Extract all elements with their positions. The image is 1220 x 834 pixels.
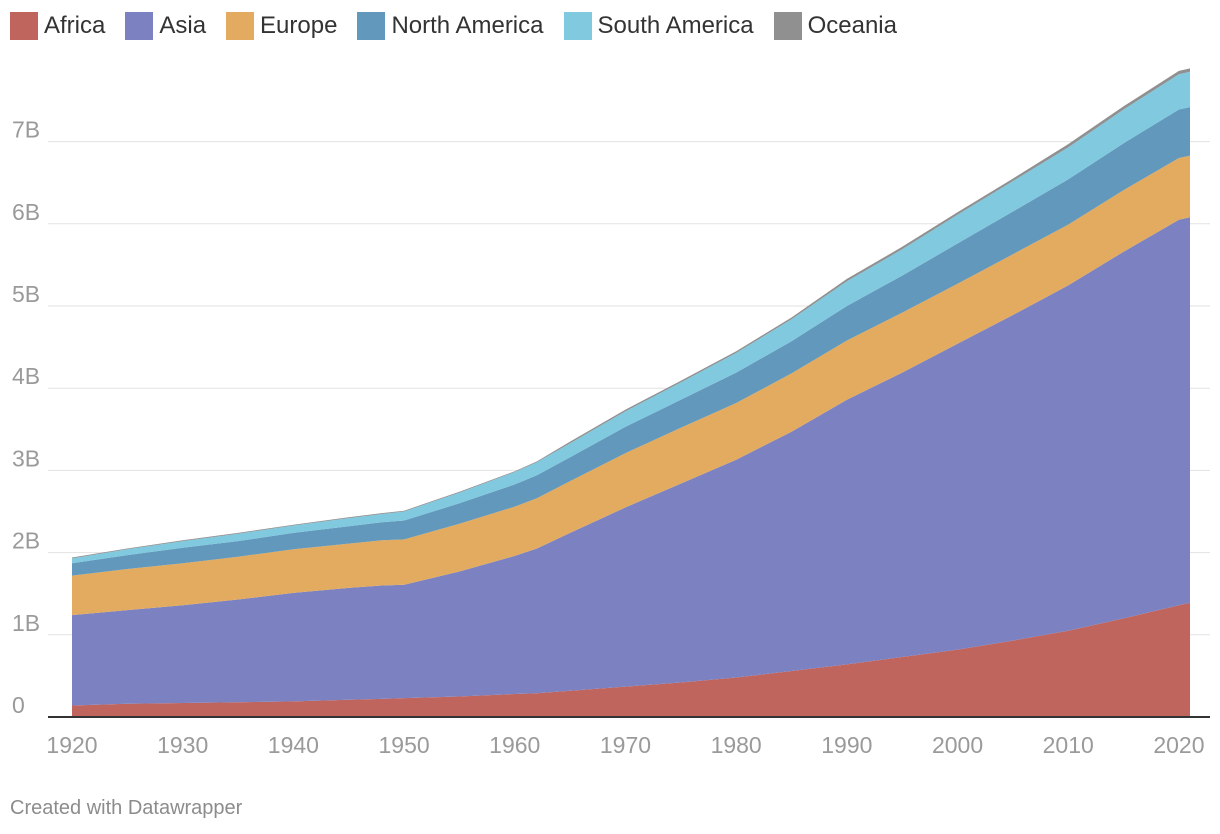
legend-swatch-africa: [10, 12, 38, 40]
legend-label-oceania: Oceania: [807, 12, 897, 39]
x-tick-label: 1930: [157, 732, 208, 758]
legend-label-africa: Africa: [44, 12, 106, 39]
y-tick-label: 0: [12, 692, 25, 718]
legend-item-europe[interactable]: Europe: [226, 12, 337, 40]
x-tick-label: 1920: [46, 732, 97, 758]
legend-swatch-north-america: [357, 12, 386, 40]
y-tick-label: 3B: [12, 445, 40, 471]
x-tick-label: 2010: [1043, 732, 1094, 758]
x-tick-label: 2000: [932, 732, 983, 758]
legend-swatch-europe: [226, 12, 255, 40]
legend-label-north-america: North America: [391, 12, 544, 39]
y-tick-label: 1B: [12, 610, 40, 636]
x-tick-label: 1970: [600, 732, 651, 758]
legend-item-oceania[interactable]: Oceania: [773, 12, 897, 40]
legend-label-europe: Europe: [260, 12, 338, 39]
x-tick-label: 1940: [268, 732, 319, 758]
legend-item-south-america[interactable]: South America: [563, 12, 754, 40]
legend-swatch-oceania: [773, 12, 802, 40]
legend-label-south-america: South America: [597, 12, 754, 39]
datawrapper-credit: Created with Datawrapper: [10, 797, 243, 819]
legend-swatch-asia: [125, 12, 154, 40]
legend-swatch-south-america: [563, 12, 592, 40]
axes: 0 1B 2B 3B 4B 5B 6B 7B 1920 1930 1940 1950 1960 1970 1…: [12, 117, 1210, 758]
x-tick-label: 1990: [821, 732, 872, 758]
legend-item-africa[interactable]: Africa: [10, 12, 105, 40]
y-tick-label: 6B: [12, 199, 40, 225]
legend-label-asia: Asia: [159, 12, 207, 39]
x-tick-label: 1950: [378, 732, 429, 758]
x-tick-label: 2020: [1153, 732, 1204, 758]
area-asia[interactable]: [72, 217, 1190, 706]
legend: Africa Asia Europe North America South A…: [10, 12, 917, 40]
y-tick-label: 7B: [12, 117, 40, 143]
y-tick-label: 5B: [12, 281, 40, 307]
stacked-areas: [72, 68, 1190, 717]
area-europe[interactable]: [72, 155, 1190, 616]
legend-item-asia[interactable]: Asia: [125, 12, 206, 40]
y-tick-label: 2B: [12, 528, 40, 554]
area-africa[interactable]: [72, 602, 1190, 717]
legend-item-north-america[interactable]: North America: [357, 12, 544, 40]
x-tick-label: 1960: [489, 732, 540, 758]
x-tick-label: 1980: [711, 732, 762, 758]
y-tick-label: 4B: [12, 363, 40, 389]
